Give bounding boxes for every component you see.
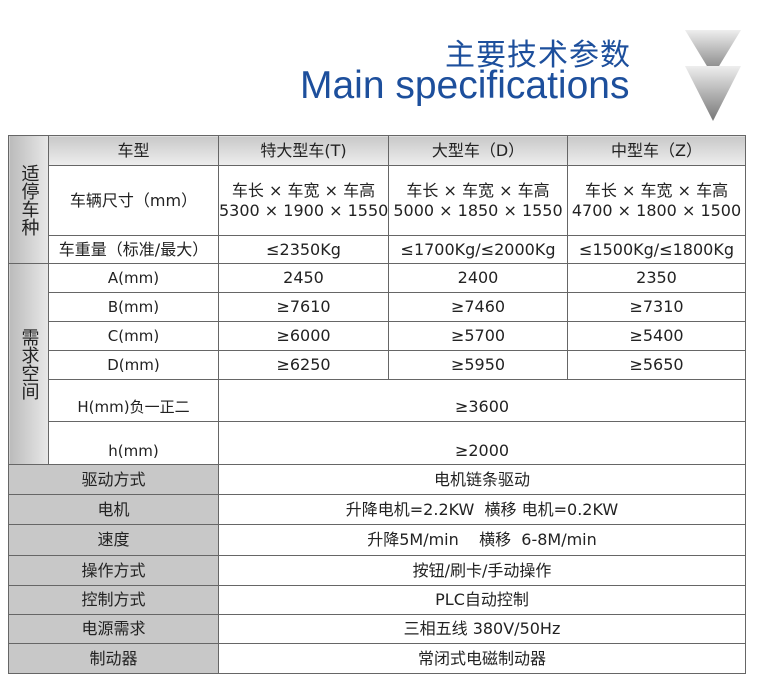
spec-row: 控制方式 PLC自动控制 bbox=[8, 585, 746, 615]
title-english: Main specifications bbox=[300, 64, 630, 107]
cell: ≥7460 bbox=[388, 292, 568, 322]
cell: 按钮/刷卡/手动操作 bbox=[218, 555, 746, 586]
row-label: 控制方式 bbox=[8, 585, 219, 615]
cell: PLC自动控制 bbox=[218, 585, 746, 615]
row-label: h(mm) bbox=[48, 421, 219, 465]
title-chinese: 主要技术参数 bbox=[445, 38, 631, 73]
cell: ≥5650 bbox=[567, 350, 746, 380]
group-space: 需求空间 bbox=[8, 263, 49, 465]
space-row-H: H(mm)负一正二 ≥3600 bbox=[9, 379, 746, 422]
row-label: 速度 bbox=[8, 524, 219, 556]
cell: ≥7310 bbox=[567, 292, 746, 322]
down-chevron-icon bbox=[685, 30, 741, 121]
cell: 2450 bbox=[218, 263, 389, 293]
row-label: C(mm) bbox=[48, 321, 219, 351]
cell: 电机链条驱动 bbox=[218, 464, 746, 495]
header-cell: 大型车（D） bbox=[388, 135, 568, 166]
row-label: 车重量（标准/最大） bbox=[48, 235, 219, 264]
row-label: A(mm) bbox=[48, 263, 219, 293]
row-label: D(mm) bbox=[48, 350, 219, 380]
spec-row: 操作方式 按钮/刷卡/手动操作 bbox=[8, 555, 746, 586]
cell: ≤1500Kg/≤1800Kg bbox=[567, 235, 746, 264]
cell: ≥3600 bbox=[218, 379, 746, 422]
cell: ≤2350Kg bbox=[218, 235, 389, 264]
cell: 三相五线 380V/50Hz bbox=[218, 614, 746, 644]
row-label: B(mm) bbox=[48, 292, 219, 322]
space-row-h: h(mm) ≥2000 bbox=[9, 421, 746, 465]
spec-row: 驱动方式 电机链条驱动 bbox=[8, 464, 746, 495]
space-row-d: D(mm) ≥6250 ≥5950 ≥5650 bbox=[9, 350, 746, 380]
weight-row: 车重量（标准/最大） ≤2350Kg ≤1700Kg/≤2000Kg ≤1500… bbox=[9, 235, 746, 264]
cell: 升降5M/min 横移 6-8M/min bbox=[218, 524, 746, 556]
cell: ≥5400 bbox=[567, 321, 746, 351]
cell: ≥5700 bbox=[388, 321, 568, 351]
header-cell: 车型 bbox=[48, 135, 219, 166]
cell: 常闭式电磁制动器 bbox=[218, 643, 746, 674]
cell: ≤1700Kg/≤2000Kg bbox=[388, 235, 568, 264]
cell: 升降电机=2.2KW 横移 电机=0.2KW bbox=[218, 494, 746, 525]
header-cell: 中型车（Z） bbox=[567, 135, 746, 166]
cell: ≥5950 bbox=[388, 350, 568, 380]
row-label: 电机 bbox=[8, 494, 219, 525]
cell: ≥6000 bbox=[218, 321, 389, 351]
header-cell: 特大型车(T) bbox=[218, 135, 389, 166]
spec-row: 电机 升降电机=2.2KW 横移 电机=0.2KW bbox=[8, 494, 746, 525]
cell: 2400 bbox=[388, 263, 568, 293]
row-label: 车辆尺寸（mm） bbox=[48, 165, 219, 236]
space-row-a: 需求空间 A(mm) 2450 2400 2350 bbox=[8, 263, 746, 465]
row-label: 驱动方式 bbox=[8, 464, 219, 495]
spec-row: 制动器 常闭式电磁制动器 bbox=[8, 643, 746, 674]
cell: 车长 × 车宽 × 车高 5000 × 1850 × 1550 bbox=[388, 165, 568, 236]
row-label: 电源需求 bbox=[8, 614, 219, 644]
spec-table: 适停车种 车型 特大型车(T) 大型车（D） 中型车（Z） 车辆尺寸（mm） 车… bbox=[8, 135, 746, 674]
spec-row: 速度 升降5M/min 横移 6-8M/min bbox=[8, 524, 746, 556]
header-row: 适停车种 车型 特大型车(T) 大型车（D） 中型车（Z） bbox=[8, 135, 746, 264]
cell: 车长 × 车宽 × 车高 5300 × 1900 × 1550 bbox=[218, 165, 389, 236]
cell: ≥7610 bbox=[218, 292, 389, 322]
space-row-c: C(mm) ≥6000 ≥5700 ≥5400 bbox=[9, 321, 746, 351]
cell: ≥6250 bbox=[218, 350, 389, 380]
row-label: H(mm)负一正二 bbox=[48, 379, 219, 422]
row-label: 制动器 bbox=[8, 643, 219, 674]
group-vehicle-type: 适停车种 bbox=[8, 135, 49, 264]
cell: 车长 × 车宽 × 车高 4700 × 1800 × 1500 bbox=[567, 165, 746, 236]
cell: 2350 bbox=[567, 263, 746, 293]
size-row: 车辆尺寸（mm） 车长 × 车宽 × 车高 5300 × 1900 × 1550 … bbox=[9, 165, 746, 236]
cell: ≥2000 bbox=[218, 421, 746, 465]
row-label: 操作方式 bbox=[8, 555, 219, 586]
spec-row: 电源需求 三相五线 380V/50Hz bbox=[8, 614, 746, 644]
space-row-b: B(mm) ≥7610 ≥7460 ≥7310 bbox=[9, 292, 746, 322]
